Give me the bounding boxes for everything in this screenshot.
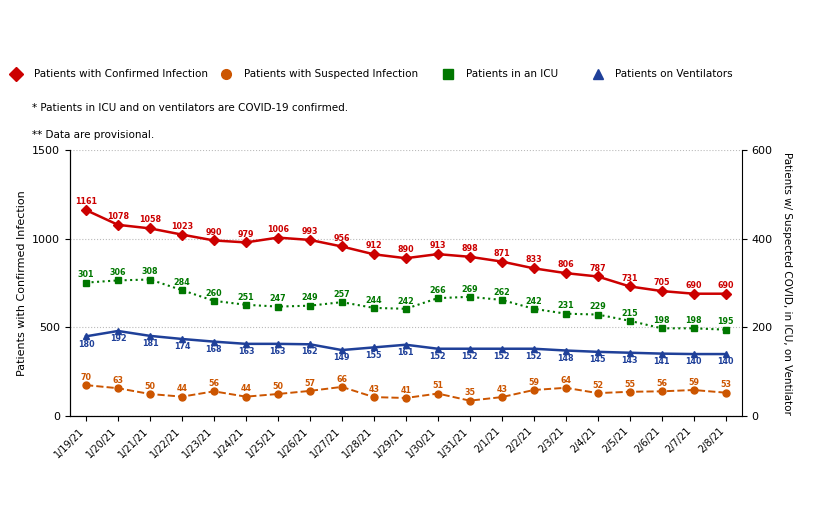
Text: 257: 257 — [334, 290, 350, 299]
Text: 1078: 1078 — [107, 212, 129, 221]
Text: 145: 145 — [589, 355, 606, 364]
Text: 41: 41 — [400, 386, 411, 395]
Text: 152: 152 — [461, 352, 478, 361]
Text: 1058: 1058 — [139, 216, 161, 224]
Text: 149: 149 — [334, 353, 350, 362]
Text: 871: 871 — [494, 249, 510, 257]
Text: 249: 249 — [302, 294, 318, 302]
Text: 50: 50 — [144, 382, 156, 391]
Text: 152: 152 — [429, 352, 446, 361]
Text: 215: 215 — [621, 309, 638, 317]
Text: 192: 192 — [110, 334, 126, 343]
Text: 198: 198 — [653, 316, 670, 325]
Text: 161: 161 — [397, 348, 414, 357]
Text: 913: 913 — [429, 241, 446, 250]
Text: 43: 43 — [496, 385, 508, 394]
Text: 690: 690 — [718, 281, 734, 290]
Text: 231: 231 — [557, 301, 574, 311]
Text: 59: 59 — [528, 378, 539, 387]
Text: 266: 266 — [429, 286, 446, 295]
Text: 51: 51 — [433, 382, 443, 390]
Text: 148: 148 — [557, 354, 574, 363]
Text: 162: 162 — [302, 347, 318, 357]
Text: 52: 52 — [592, 381, 603, 390]
Text: 63: 63 — [113, 376, 124, 385]
Text: 251: 251 — [237, 293, 255, 301]
Text: 180: 180 — [77, 340, 94, 348]
Text: 731: 731 — [621, 273, 638, 282]
Text: 247: 247 — [269, 294, 286, 303]
Text: 898: 898 — [461, 244, 478, 253]
Text: * Patients in ICU and on ventilators are COVID-19 confirmed.: * Patients in ICU and on ventilators are… — [32, 103, 349, 113]
Text: 140: 140 — [686, 357, 702, 366]
Text: Patients with Suspected Infection: Patients with Suspected Infection — [244, 69, 418, 80]
Text: 53: 53 — [720, 381, 731, 389]
Text: 956: 956 — [334, 234, 350, 242]
Text: 912: 912 — [366, 241, 382, 250]
Text: 181: 181 — [142, 339, 158, 348]
Text: 301: 301 — [77, 270, 94, 279]
Text: 163: 163 — [269, 347, 286, 356]
Text: 57: 57 — [304, 378, 316, 388]
Text: 833: 833 — [526, 255, 542, 264]
Text: 59: 59 — [688, 378, 699, 387]
Text: 168: 168 — [206, 345, 222, 354]
Text: 993: 993 — [302, 227, 318, 236]
Text: 284: 284 — [174, 278, 190, 287]
Text: 55: 55 — [624, 379, 635, 389]
Text: 890: 890 — [397, 245, 414, 254]
Text: 155: 155 — [366, 351, 382, 360]
Y-axis label: Patients w/ Suspected COVID, in ICU, on Ventilator: Patients w/ Suspected COVID, in ICU, on … — [782, 151, 792, 415]
Text: 979: 979 — [237, 230, 254, 238]
Y-axis label: Patients with Confirmed Infection: Patients with Confirmed Infection — [16, 190, 26, 376]
Text: 806: 806 — [557, 260, 574, 269]
Text: 163: 163 — [237, 347, 254, 356]
Text: 70: 70 — [81, 373, 91, 382]
Text: Patients in an ICU: Patients in an ICU — [466, 69, 558, 80]
Text: 306: 306 — [110, 268, 126, 277]
Text: 44: 44 — [241, 385, 251, 393]
Text: 260: 260 — [206, 288, 222, 298]
Text: 1006: 1006 — [267, 225, 289, 234]
Text: Patients on Ventilators: Patients on Ventilators — [616, 69, 733, 80]
Text: 174: 174 — [174, 342, 190, 351]
Text: 242: 242 — [526, 297, 542, 306]
Text: 705: 705 — [653, 278, 670, 287]
Text: 690: 690 — [686, 281, 702, 290]
Text: 269: 269 — [461, 285, 478, 294]
Text: 56: 56 — [208, 379, 219, 388]
Text: 195: 195 — [718, 317, 734, 326]
Text: 143: 143 — [621, 356, 638, 365]
Text: 35: 35 — [464, 388, 475, 398]
Text: 64: 64 — [560, 375, 571, 385]
Text: 242: 242 — [397, 297, 414, 306]
Text: COVID-19 Hospitalizations Reported by MS Hospitals, 1/19/21-2/8/21 *,**: COVID-19 Hospitalizations Reported by MS… — [18, 25, 618, 40]
Text: 990: 990 — [206, 227, 222, 237]
Text: 43: 43 — [368, 385, 379, 394]
Text: 1023: 1023 — [171, 222, 193, 231]
Text: 44: 44 — [176, 385, 188, 393]
Text: 66: 66 — [336, 375, 348, 384]
Text: 152: 152 — [526, 352, 542, 361]
Text: 141: 141 — [653, 357, 670, 366]
Text: 244: 244 — [366, 296, 382, 305]
Text: 50: 50 — [273, 382, 283, 391]
Text: 308: 308 — [142, 267, 158, 276]
Text: 198: 198 — [686, 316, 702, 325]
Text: 229: 229 — [589, 302, 606, 311]
Text: 152: 152 — [494, 352, 510, 361]
Text: 262: 262 — [494, 288, 510, 297]
Text: 1161: 1161 — [75, 197, 97, 206]
Text: 140: 140 — [718, 357, 734, 366]
Text: 56: 56 — [656, 379, 667, 388]
Text: ** Data are provisional.: ** Data are provisional. — [32, 130, 155, 141]
Text: Patients with Confirmed Infection: Patients with Confirmed Infection — [34, 69, 208, 80]
Text: 787: 787 — [589, 264, 606, 272]
